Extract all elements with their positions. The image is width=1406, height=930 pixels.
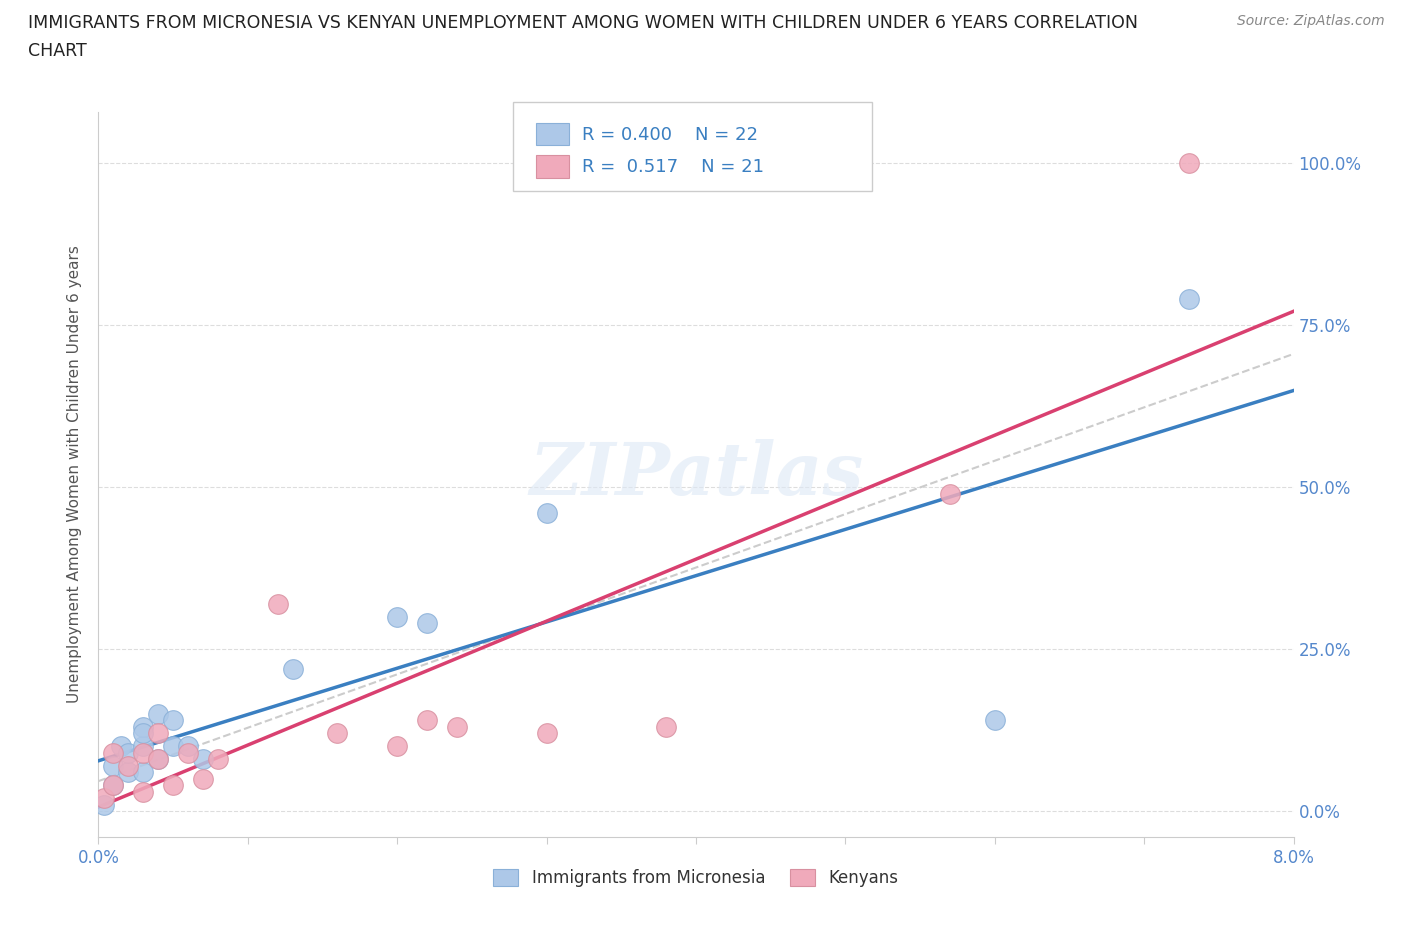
- Point: [132, 745, 155, 760]
- Point: [385, 738, 409, 753]
- Text: CHART: CHART: [28, 42, 87, 60]
- Point: [191, 751, 214, 766]
- Point: [385, 609, 409, 624]
- Point: [132, 720, 155, 735]
- Point: [148, 726, 170, 741]
- Point: [1178, 292, 1201, 307]
- Point: [207, 751, 229, 766]
- Point: [132, 738, 155, 753]
- Point: [939, 486, 962, 501]
- Point: [103, 777, 125, 792]
- Y-axis label: Unemployment Among Women with Children Under 6 years: Unemployment Among Women with Children U…: [67, 246, 83, 703]
- Point: [132, 764, 155, 779]
- Text: R =  0.517    N = 21: R = 0.517 N = 21: [582, 158, 763, 176]
- Point: [536, 726, 558, 741]
- Point: [326, 726, 349, 741]
- Point: [177, 745, 200, 760]
- Text: IMMIGRANTS FROM MICRONESIA VS KENYAN UNEMPLOYMENT AMONG WOMEN WITH CHILDREN UNDE: IMMIGRANTS FROM MICRONESIA VS KENYAN UNE…: [28, 14, 1137, 32]
- Point: [148, 751, 170, 766]
- Point: [148, 751, 170, 766]
- Point: [177, 738, 200, 753]
- Point: [162, 777, 184, 792]
- Text: ZIPatlas: ZIPatlas: [529, 439, 863, 510]
- Point: [117, 758, 139, 773]
- Point: [117, 764, 139, 779]
- Text: Source: ZipAtlas.com: Source: ZipAtlas.com: [1237, 14, 1385, 28]
- Point: [148, 707, 170, 722]
- Point: [132, 784, 155, 799]
- Legend: Immigrants from Micronesia, Kenyans: Immigrants from Micronesia, Kenyans: [486, 862, 905, 894]
- Point: [191, 771, 214, 786]
- Point: [117, 745, 139, 760]
- Point: [267, 596, 290, 611]
- Point: [103, 777, 125, 792]
- Point: [103, 745, 125, 760]
- Point: [446, 720, 468, 735]
- Point: [536, 506, 558, 521]
- Point: [416, 616, 439, 631]
- Point: [984, 713, 1007, 728]
- Text: R = 0.400    N = 22: R = 0.400 N = 22: [582, 126, 758, 143]
- Point: [281, 661, 304, 676]
- Point: [655, 720, 678, 735]
- Point: [1178, 156, 1201, 171]
- Point: [162, 713, 184, 728]
- Point: [162, 738, 184, 753]
- Point: [132, 726, 155, 741]
- Point: [110, 738, 132, 753]
- Point: [103, 758, 125, 773]
- Point: [93, 790, 115, 805]
- Point: [93, 797, 115, 812]
- Point: [416, 713, 439, 728]
